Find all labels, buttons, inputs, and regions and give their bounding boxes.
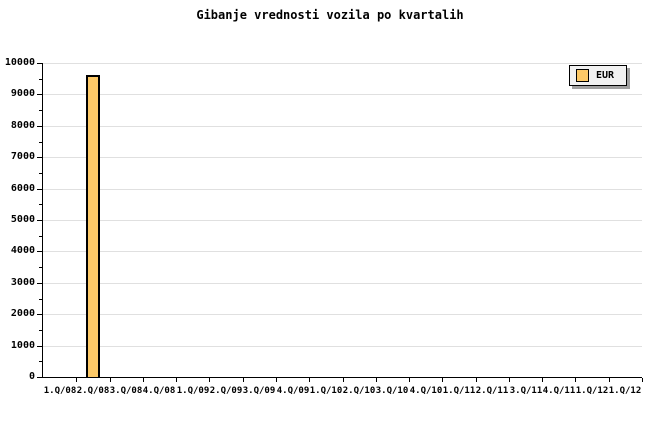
y-grid-line [43, 94, 642, 95]
x-tick [642, 378, 643, 382]
y-grid-line [43, 346, 642, 347]
y-tick-label: 9000 [10, 88, 35, 99]
y-tick-label: 4000 [10, 245, 35, 256]
x-tick [343, 378, 344, 382]
x-tick [110, 378, 111, 382]
x-tick-label: 4.Q/10 [409, 386, 443, 396]
x-tick-label: 3.Q/11 [509, 386, 543, 396]
y-tick-label: 3000 [10, 277, 35, 288]
x-tick [575, 378, 576, 382]
y-tick-major [37, 220, 42, 221]
x-tick-label: 3.Q/09 [242, 386, 276, 396]
x-tick-label: 1.Q/12 [575, 386, 609, 396]
y-tick-major [37, 377, 42, 378]
x-tick-label: 4.Q/11 [542, 386, 576, 396]
x-tick [376, 378, 377, 382]
y-grid-line [43, 314, 642, 315]
chart-title: Gibanje vrednosti vozila po kvartalih [196, 8, 464, 22]
y-grid-line [43, 283, 642, 284]
y-tick-minor [39, 236, 42, 237]
y-grid-line [43, 63, 642, 64]
y-tick-major [37, 94, 42, 95]
x-tick [609, 378, 610, 382]
y-tick-label: 2000 [10, 308, 35, 319]
y-tick-major [37, 346, 42, 347]
y-tick-label: 8000 [10, 120, 35, 131]
x-tick-label: 2.Q/08 [76, 386, 110, 396]
x-tick-label: 4.Q/09 [276, 386, 310, 396]
x-tick [542, 378, 543, 382]
y-tick-label: 1000 [10, 340, 35, 351]
x-tick [209, 378, 210, 382]
y-tick-minor [39, 142, 42, 143]
y-tick-minor [39, 173, 42, 174]
y-tick-major [37, 314, 42, 315]
y-tick-major [37, 157, 42, 158]
x-tick [176, 378, 177, 382]
y-tick-label: 0 [28, 371, 35, 382]
x-tick-label: 3.Q/10 [375, 386, 409, 396]
x-tick-label: 1.Q/10 [309, 386, 343, 396]
y-grid-line [43, 189, 642, 190]
y-grid-line [43, 251, 642, 252]
x-tick-label: 3.Q/08 [109, 386, 143, 396]
y-tick-major [37, 126, 42, 127]
x-tick [276, 378, 277, 382]
y-tick-minor [39, 79, 42, 80]
x-tick-label: 2.Q/09 [209, 386, 243, 396]
y-tick-minor [39, 330, 42, 331]
y-tick-minor [39, 299, 42, 300]
y-tick-label: 10000 [4, 57, 35, 68]
y-tick-label: 6000 [10, 183, 35, 194]
x-tick [409, 378, 410, 382]
x-tick-label: 4.Q/08 [142, 386, 176, 396]
y-tick-minor [39, 110, 42, 111]
y-tick-label: 5000 [10, 214, 35, 225]
legend-label: EUR [596, 70, 615, 81]
x-tick-label: 1.Q/11 [442, 386, 476, 396]
x-tick [143, 378, 144, 382]
x-tick [243, 378, 244, 382]
x-tick-label: 2.Q/11 [475, 386, 509, 396]
x-tick [76, 378, 77, 382]
x-tick-label: 1.Q/12 [608, 386, 642, 396]
y-tick-minor [39, 204, 42, 205]
bar-2.Q/08 [86, 75, 100, 377]
plot-area: 0 1000 2000 3000 4000 5000 6000 7000 8000 9000 100… [5, 57, 643, 396]
x-tick-label: 1.Q/09 [176, 386, 210, 396]
x-tick-label: 1.Q/08 [43, 386, 77, 396]
x-tick [476, 378, 477, 382]
x-tick [509, 378, 510, 382]
y-tick-major [37, 189, 42, 190]
x-tick-label: 2.Q/10 [342, 386, 376, 396]
y-grid-line [43, 220, 642, 221]
y-grid-line [43, 157, 642, 158]
y-grid-line [43, 126, 642, 127]
y-tick-minor [39, 361, 42, 362]
x-tick [442, 378, 443, 382]
y-tick-minor [39, 267, 42, 268]
legend-swatch-eur [576, 69, 589, 82]
y-tick-major [37, 63, 42, 64]
x-tick [309, 378, 310, 382]
y-tick-major [37, 283, 42, 284]
y-tick-label: 7000 [10, 151, 35, 162]
legend: EUR [569, 65, 627, 86]
y-tick-major [37, 251, 42, 252]
